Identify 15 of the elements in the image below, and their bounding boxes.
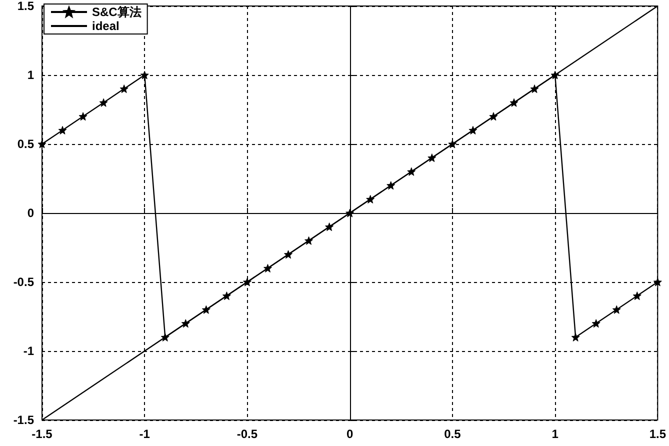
y-tick-label: 1.5 — [17, 0, 34, 13]
x-tick-label: -1 — [139, 427, 150, 441]
y-tick-label: -0.5 — [13, 275, 34, 289]
y-tick-label: 1 — [27, 68, 34, 82]
legend-label: S&C算法 — [92, 5, 142, 19]
x-tick-label: 0 — [346, 427, 354, 441]
x-tick-label: 0.5 — [444, 427, 462, 441]
y-tick-label: 0 — [27, 206, 34, 220]
x-tick-label: 1 — [552, 427, 559, 441]
y-tick-label: 0.5 — [17, 137, 34, 151]
y-tick-label: -1 — [23, 344, 34, 358]
legend-label: ideal — [92, 19, 120, 33]
x-tick-label: 1.5 — [649, 427, 666, 441]
y-tick-label: -1.5 — [13, 413, 34, 427]
x-tick-label: -0.5 — [236, 427, 258, 441]
